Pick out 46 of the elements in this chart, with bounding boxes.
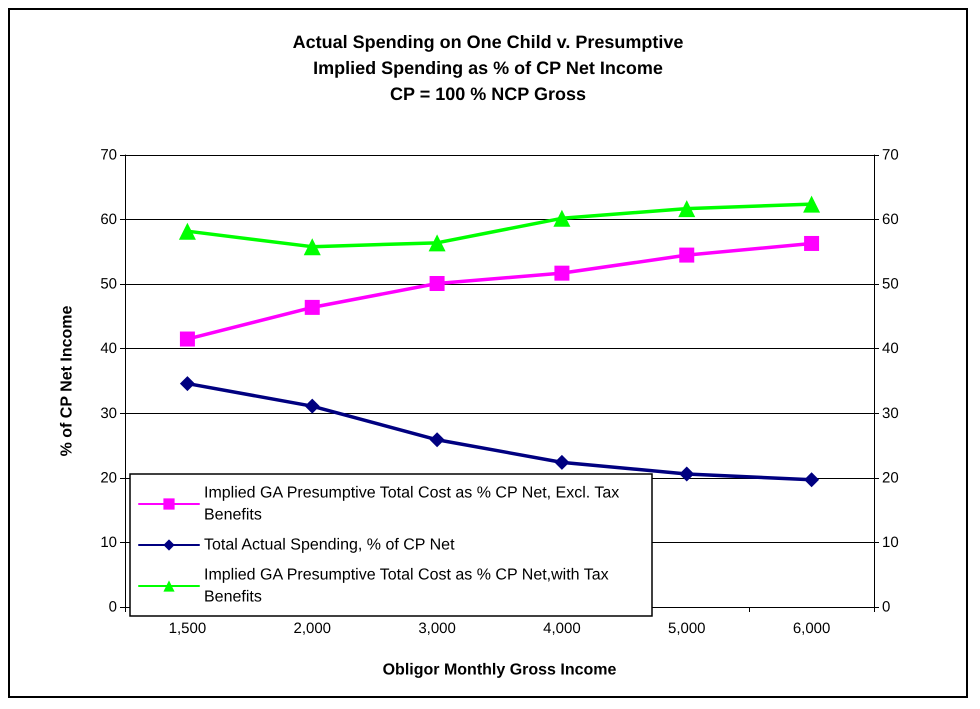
point [804,236,820,251]
legend-label: Implied GA Presumptive Total Cost as % CP Net,with Tax Benefits [204,566,614,606]
point [304,238,321,256]
y-tick-label: 20 [100,469,117,486]
chart-title: Actual Spending on One Child v. Presumptive Implied Spending as % of CP Net Income CP = 100 % NCP Gross [292,32,684,104]
y2-tick-label: 10 [882,534,899,551]
legend-label: Implied GA Presumptive Total Cost as % CP Net, Excl. Tax Benefits [204,484,624,524]
y2-tick-label: 60 [882,211,899,228]
point [679,248,694,263]
y-tick-label: 10 [100,534,117,551]
y2-tick-label: 50 [882,276,899,293]
x-tick-label: 2,000 [293,620,332,637]
point [679,466,694,482]
point [678,200,696,218]
point [178,222,196,240]
point [304,398,320,414]
point [554,454,570,470]
y-tick-label: 50 [100,276,117,293]
point [180,376,195,392]
x-axis-title: Obligor Monthly Gross Income [382,662,616,678]
y2-tick-label: 0 [882,598,890,616]
point [804,472,820,488]
y2-tick-label: 40 [882,340,899,358]
y-tick-label: 30 [100,404,117,422]
x-tick-label: 5,000 [668,620,706,637]
y-axis-title: % of CP Net Income [58,305,76,456]
point [430,276,445,291]
point [428,234,446,252]
point [304,300,320,315]
y-tick-label: 40 [100,340,117,358]
x-tick-label: 3,000 [418,620,456,637]
point [803,196,820,213]
y2-tick-label: 30 [882,404,899,422]
x-tick-label: 4,000 [543,620,581,637]
y2-tick-label: 20 [882,469,899,486]
y-tick-label: 0 [108,598,117,616]
point [553,210,570,227]
legend-label: Total Actual Spending, % of CP Net [204,536,456,554]
point [430,432,445,448]
point [554,266,570,281]
point [180,332,195,347]
x-tick-label: 1,500 [168,620,206,637]
y2-tick-label: 70 [882,146,899,164]
x-tick-label: 6,000 [792,620,830,637]
y-tick-label: 60 [100,211,117,228]
y-tick-label: 70 [100,146,117,164]
